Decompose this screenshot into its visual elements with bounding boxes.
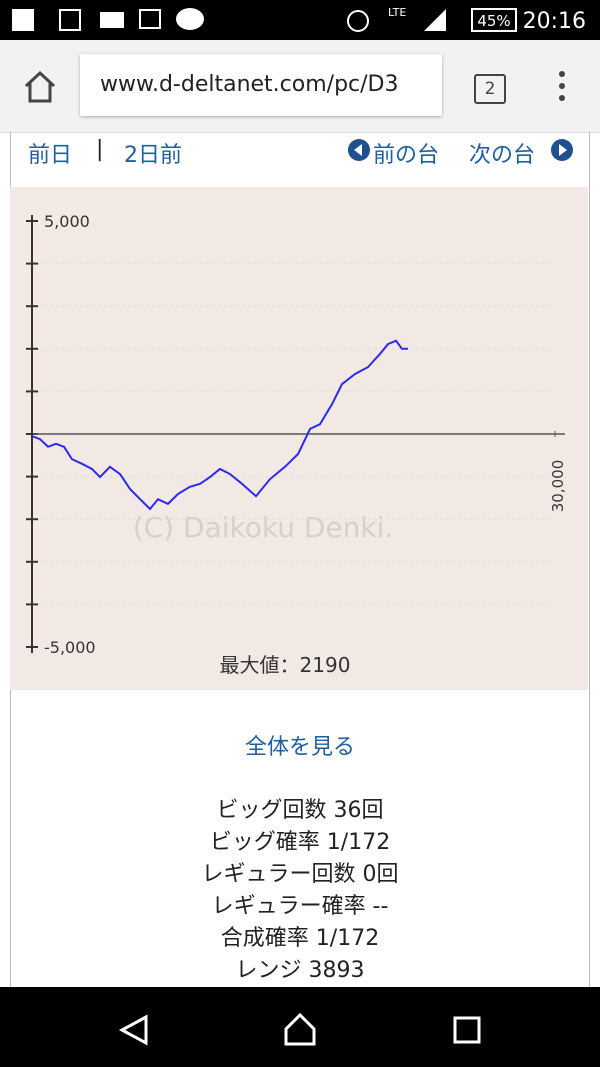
app-icon [100,12,124,28]
home-button[interactable] [20,68,60,108]
data-line [31,339,409,511]
x-tick-label: 30,000 [549,460,567,513]
recents-button[interactable] [453,1016,481,1044]
menu-button[interactable] [552,68,572,108]
two-days-ago-link[interactable]: 2日前 [124,143,182,168]
clock: 20:16 [523,9,586,34]
y-tick-label: 5,000 [44,212,90,231]
chart: (C) Daikoku Denki. 5,000 -5,000 30,000 最大値：2… [10,187,588,690]
facebook-icon [12,9,34,31]
alarm-icon [347,10,369,32]
view-all-link[interactable]: 全体を見る [244,735,355,760]
next-arrow [551,139,573,161]
url-bar[interactable]: www.d-deltanet.com/pc/D3 [80,54,442,116]
next-machine-link[interactable]: 次の台 [469,143,536,168]
prev-day-link[interactable]: 前日 [28,143,73,168]
stat-line: 合成確率 1/172 [220,926,380,951]
battery-level: 45% [477,12,510,30]
network-type: LTE [388,6,406,19]
prev-arrow [348,139,370,161]
nav-buttons [118,1012,481,1046]
navigation-bar [0,987,600,1067]
status-icons: LTE 45% 20:16 [12,6,586,34]
stat-line: レンジ 3893 [235,958,365,983]
status-bar: LTE 45% 20:16 [0,0,600,40]
stat-line: ビッグ回数 36回 [216,798,384,823]
stat-line: レギュラー回数 0回 [201,862,399,887]
mail-icon [139,9,161,29]
separator: | [96,137,104,162]
back-button[interactable] [118,1014,148,1046]
stat-line: ビッグ確率 1/172 [209,830,391,855]
battery-icon [471,8,517,32]
image-icon [59,9,81,31]
y-tick-label: -5,000 [44,638,96,657]
stat-line: レギュラー確率 -- [211,894,389,919]
browser-toolbar: www.d-deltanet.com/pc/D3 2 [0,40,600,133]
signal-icon [424,9,446,31]
line-icon [176,8,204,30]
tab-count[interactable]: 2 [474,74,506,104]
home-nav-button[interactable] [284,1012,316,1046]
prev-machine-link[interactable]: 前の台 [373,143,440,168]
max-label: 最大値：2190 [220,653,351,677]
watermark: (C) Daikoku Denki. [133,511,394,544]
